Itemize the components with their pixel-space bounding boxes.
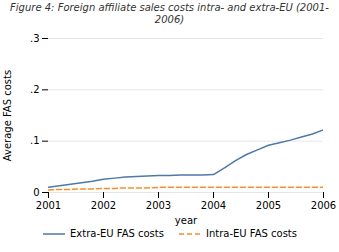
svg-text:year: year [175, 215, 198, 226]
svg-text:.1: .1 [30, 135, 40, 146]
html-text:Extra-EU FAS costs: Extra-EU FAS costs [70, 228, 164, 239]
svg-text:2004: 2004 [201, 200, 226, 211]
svg-text:2006: 2006 [311, 200, 336, 211]
html-text:Figure 4: Foreign affiliate sa: Figure 4: Foreign affiliate sales costs … [10, 2, 329, 25]
html-text:Intra-EU FAS costs: Intra-EU FAS costs [206, 228, 297, 239]
svg-text:.3: .3 [30, 33, 40, 44]
svg-text:Average FAS costs: Average FAS costs [2, 70, 13, 161]
svg-text:0: 0 [33, 187, 39, 198]
svg-text:.2: .2 [30, 84, 40, 95]
svg-text:2002: 2002 [91, 200, 116, 211]
svg-text:2001: 2001 [36, 200, 61, 211]
svg-text:2005: 2005 [256, 200, 281, 211]
svg-text:2003: 2003 [146, 200, 171, 211]
